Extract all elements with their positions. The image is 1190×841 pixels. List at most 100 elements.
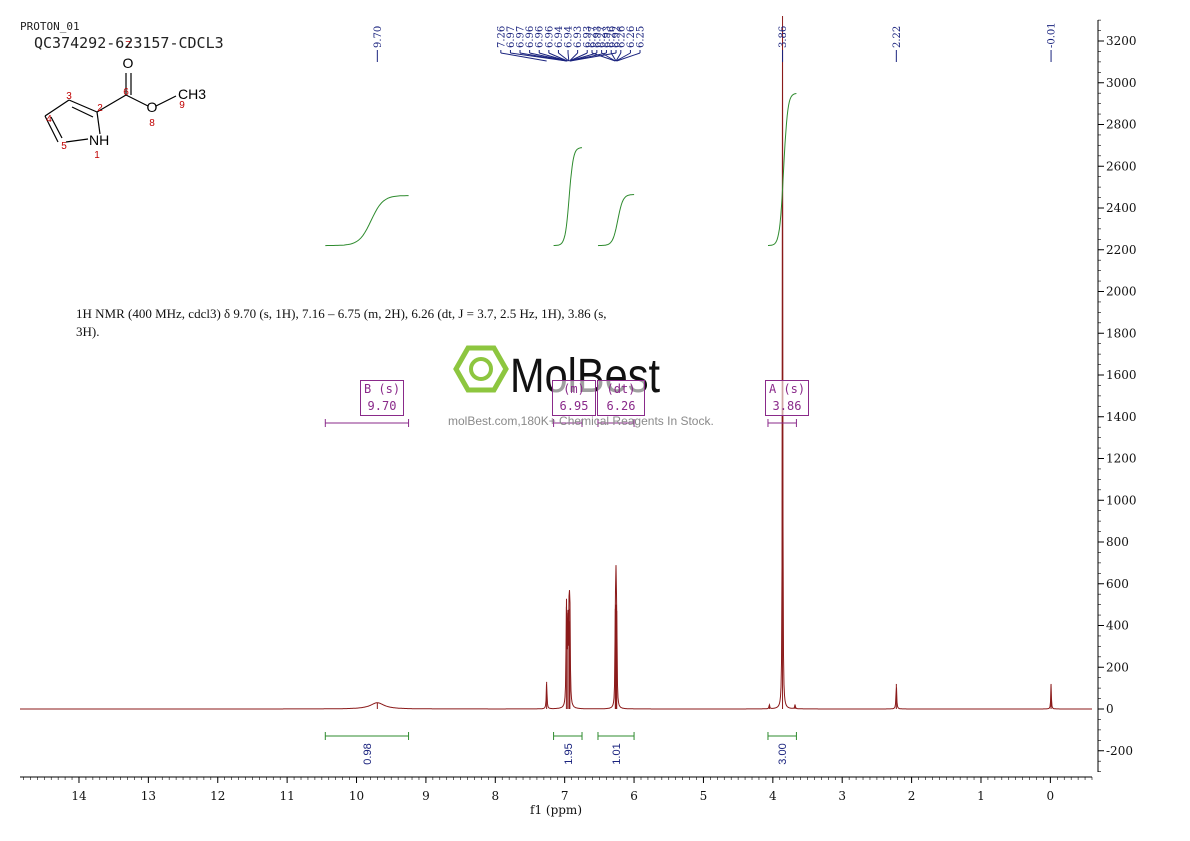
integral-curve bbox=[553, 147, 583, 246]
integral-curve bbox=[325, 195, 409, 247]
y-tick-label: 2600 bbox=[1106, 159, 1137, 173]
integral-value: 0.98 bbox=[362, 743, 374, 764]
x-tick-label: 2 bbox=[908, 789, 916, 803]
peak-label: 6.25 bbox=[636, 26, 647, 48]
peak-label: 6.97 bbox=[506, 26, 517, 48]
peak-box-a: A (s) 3.86 bbox=[765, 380, 809, 416]
nmr-description-line2: 3H). bbox=[76, 324, 100, 339]
peak-box-value: 3.86 bbox=[772, 399, 802, 413]
x-tick-label: 3 bbox=[838, 789, 846, 803]
peak-box-b: B (s) 9.70 bbox=[360, 380, 404, 416]
plot-layer: 0.98 1.95 1.01 3.00 bbox=[20, 15, 1092, 765]
y-tick-label: 2200 bbox=[1106, 243, 1137, 257]
peak-label: 7.26 bbox=[496, 26, 507, 48]
peak-box-label: (dt) bbox=[606, 382, 636, 396]
atom-nh: NH bbox=[89, 132, 109, 148]
x-tick-label: 12 bbox=[210, 789, 225, 803]
peak-label-connector bbox=[616, 52, 641, 62]
peak-label-connector bbox=[548, 52, 568, 62]
spectrum-trace bbox=[20, 31, 1092, 710]
y-tick-label: 3200 bbox=[1106, 34, 1137, 48]
y-tick-label: 3000 bbox=[1106, 76, 1137, 90]
experiment-name: PROTON_01 bbox=[20, 20, 80, 33]
peak-label: 9.70 bbox=[373, 26, 384, 48]
peak-label-connector bbox=[569, 52, 578, 62]
peak-label: 6.27 bbox=[588, 26, 599, 48]
peak-label: 6.93 bbox=[592, 26, 603, 48]
x-tick-label: 14 bbox=[71, 789, 87, 803]
y-tick-label: 800 bbox=[1106, 535, 1129, 549]
y-tick-label: 0 bbox=[1106, 702, 1114, 716]
y-tick-label: 1000 bbox=[1106, 493, 1137, 507]
nmr-description-line1: 1H NMR (400 MHz, cdcl3) δ 9.70 (s, 1H), … bbox=[76, 306, 607, 321]
peak-label: 6.97 bbox=[516, 26, 527, 48]
peak-label-connector bbox=[567, 52, 570, 62]
peak-box-label: A (s) bbox=[768, 382, 806, 396]
atom-num-5: 5 bbox=[61, 141, 67, 152]
atom-o8: O bbox=[147, 99, 158, 115]
peak-box-value: 6.26 bbox=[606, 399, 636, 413]
peak-label: 6.94 bbox=[554, 26, 565, 48]
atom-num-2: 2 bbox=[97, 103, 103, 114]
y-tick-label: 2400 bbox=[1106, 201, 1137, 215]
x-tick-label: 1 bbox=[977, 789, 985, 803]
peak-box-m: (m) 6.95 bbox=[552, 380, 596, 416]
nmr-description: 1H NMR (400 MHz, cdcl3) δ 9.70 (s, 1H), … bbox=[76, 305, 636, 341]
integral-value: 3.00 bbox=[777, 743, 789, 764]
y-tick-label: 400 bbox=[1106, 619, 1129, 633]
y-tick-label: 600 bbox=[1106, 577, 1129, 591]
peak-label: 6.93 bbox=[583, 26, 594, 48]
integral-curve bbox=[768, 93, 797, 246]
integral-value: 1.95 bbox=[563, 743, 575, 764]
peak-label-connector bbox=[570, 52, 617, 62]
atom-num-6: 6 bbox=[123, 87, 129, 98]
y-tick-label: 1400 bbox=[1106, 410, 1137, 424]
peak-label: 6.93 bbox=[602, 26, 613, 48]
y-tick-label: 2800 bbox=[1106, 118, 1137, 132]
x-tick-label: 13 bbox=[141, 789, 156, 803]
peak-label: 6.26 bbox=[626, 26, 637, 48]
peak-label: -0.01 bbox=[1047, 22, 1058, 48]
atom-num-1: 1 bbox=[94, 150, 100, 161]
x-tick-label: 10 bbox=[349, 789, 364, 803]
peak-label-connector bbox=[610, 52, 617, 62]
peak-label-connector bbox=[615, 52, 631, 62]
peak-label-connector bbox=[558, 52, 570, 62]
peak-label-connector bbox=[500, 52, 547, 62]
atom-num-3: 3 bbox=[66, 91, 72, 102]
atom-num-9: 9 bbox=[179, 100, 185, 111]
integral-curve bbox=[597, 194, 635, 247]
peak-label-connector bbox=[615, 52, 622, 62]
peak-label: 6.26 bbox=[607, 26, 618, 48]
peak-label: 6.27 bbox=[597, 26, 608, 48]
watermark-tagline: molBest.com,180K+ Chemical Reagents In S… bbox=[448, 414, 714, 428]
peak-label: 6.94 bbox=[564, 26, 575, 48]
x-tick-label: 8 bbox=[491, 789, 499, 803]
sample-name: QC374292-623157-CDCL3 bbox=[34, 34, 224, 52]
peak-label: 3.86 bbox=[778, 26, 789, 48]
peak-label: 6.92 bbox=[612, 26, 623, 48]
y-tick-label: -200 bbox=[1106, 744, 1133, 758]
peak-label: 6.96 bbox=[544, 26, 555, 48]
atom-ch3: CH3 bbox=[178, 86, 206, 102]
peak-label: 6.96 bbox=[535, 26, 546, 48]
peak-label: 2.22 bbox=[892, 26, 903, 48]
peak-label: 6.96 bbox=[525, 26, 536, 48]
peak-label-connector bbox=[601, 52, 616, 62]
y-tick-label: 200 bbox=[1106, 660, 1129, 674]
peak-label: 6.26 bbox=[616, 26, 627, 48]
y-tick-label: 1600 bbox=[1106, 368, 1137, 382]
molecule-structure: O 7 6 3 2 O 8 CH3 9 4 5 NH 1 bbox=[44, 40, 206, 161]
peak-label: 6.93 bbox=[573, 26, 584, 48]
peak-box-label: B (s) bbox=[363, 382, 401, 396]
peak-labels-layer: 9.70 7.266.976.976.966.966.966.946.946.93… bbox=[373, 22, 1058, 62]
x-tick-label: 5 bbox=[700, 789, 708, 803]
atom-num-8: 8 bbox=[149, 118, 155, 129]
y-tick-label: 1800 bbox=[1106, 326, 1137, 340]
peak-box-label: (m) bbox=[563, 382, 585, 396]
x-tick-label: 6 bbox=[630, 789, 638, 803]
atom-o7: O bbox=[123, 55, 134, 71]
peak-label-connector bbox=[539, 52, 568, 62]
peak-box-dt: (dt) 6.26 bbox=[597, 380, 645, 416]
peak-box-value: 6.95 bbox=[559, 399, 589, 413]
